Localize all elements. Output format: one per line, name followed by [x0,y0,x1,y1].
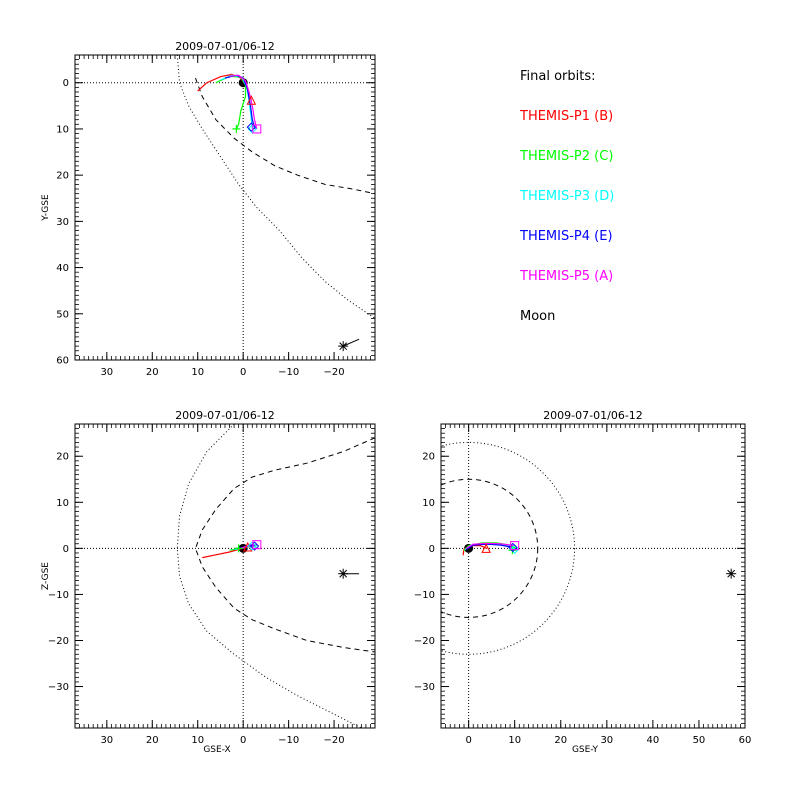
endpoint-diamond-p3 [509,544,520,554]
y-tick-label: 30 [56,217,69,228]
y-tick-label: −30 [48,682,69,693]
bow-shock-curve [176,424,362,728]
endpoint-diamond-p4 [249,541,260,551]
x-tick-label: 30 [100,735,113,746]
endpoint-triangle-p1 [481,543,491,553]
xz-plane-panel: 30 20 10 0 −10 −20 20 10 0 −10 −20 −30 2009-07-01/06… [41,409,376,755]
x-tick-label: 60 [739,735,752,746]
legend: Final orbits: THEMIS-P1 (B) THEMIS-P2 (C… [519,69,614,324]
y-tick-label: 10 [56,124,69,135]
y-tick-label: −30 [414,682,435,693]
magnetopause-circle [441,478,539,618]
moon-asterisk-stroke [339,342,348,351]
x-tick-label: 30 [600,735,613,746]
yz-plane-panel: 0 10 20 30 40 50 60 20 10 0 −10 −20 −30 2009-07-01/06… [414,409,752,755]
magnetopause-curve [195,77,375,195]
endpoint-diamond-p3 [247,541,257,551]
y-tick-label: 10 [422,498,435,509]
y-tick-label: −20 [48,636,69,647]
y-tick-label: 0 [429,544,435,555]
x-tick-label: 50 [693,735,706,746]
orbit-line-p4 [465,543,514,550]
endpoint-square-p5 [252,124,262,134]
x-tick-label: −20 [324,367,345,378]
legend-title: Final orbits: [520,69,596,84]
legend-entry-p1: THEMIS-P1 (B) [519,109,613,124]
bow-shock-curve [176,55,375,319]
endpoint-diamond-p4 [508,542,518,553]
panel-title: 2009-07-01/06-12 [543,409,643,422]
x-tick-label: 10 [191,735,204,746]
plot-area [441,424,745,728]
panel-title: 2009-07-01/06-12 [175,40,275,53]
legend-entry-p3: THEMIS-P3 (D) [519,189,614,204]
x-tick-label: 20 [146,735,159,746]
plot-area [75,55,375,360]
y-tick-label: −10 [414,590,435,601]
y-tick-label: 20 [422,452,435,463]
plot-area [75,424,375,728]
panel-title: 2009-07-01/06-12 [175,409,275,422]
xy-plane-panel: 30 20 10 0 −10 −20 0 10 20 30 40 50 60 2009-07-01/06-… [41,40,376,378]
legend-entry-p4: THEMIS-P4 (E) [519,229,613,244]
x-tick-label: 0 [240,367,246,378]
moon-asterisk-stroke [339,569,348,578]
orbit-line-p5 [229,74,258,130]
x-tick-label: 10 [191,367,204,378]
endpoint-square-p5 [252,540,262,550]
x-axis-label: GSE-X [203,745,230,755]
orbit-line-p5 [465,542,515,549]
moon-asterisk-stroke [727,569,736,578]
endpoint-square-p5 [510,541,520,551]
y-axis-label: Y-GSE [41,194,51,222]
magnetopause-curve [194,437,375,653]
x-tick-label: 0 [240,735,246,746]
x-tick-label: −20 [324,735,345,746]
x-tick-label: 10 [508,735,521,746]
legend-entry-p2: THEMIS-P2 (C) [519,149,613,164]
y-tick-label: 0 [63,78,69,89]
y-tick-label: 50 [56,309,69,320]
bow-shock-circle [441,441,576,655]
y-tick-label: 0 [63,544,69,555]
y-tick-label: −20 [414,636,435,647]
y-tick-label: 40 [56,263,69,274]
moon-trail [342,338,360,347]
x-tick-label: 0 [465,735,471,746]
x-tick-label: −10 [278,367,299,378]
x-tick-label: 40 [647,735,660,746]
endpoint-diamond-p4 [246,122,257,132]
x-tick-label: 20 [146,367,159,378]
orbit-line-p2 [463,542,516,552]
y-axis-label: Z-GSE [41,562,51,590]
x-tick-label: 30 [100,367,113,378]
y-tick-label: 60 [56,356,69,367]
y-tick-label: 20 [56,452,69,463]
endpoint-triangle-p1 [246,95,257,105]
legend-entry-p5: THEMIS-P5 (A) [519,269,613,284]
y-tick-label: 20 [56,171,69,182]
x-tick-label: 20 [554,735,567,746]
x-axis-label: GSE-Y [572,745,599,755]
x-tick-label: −10 [278,735,299,746]
y-tick-label: 10 [56,498,69,509]
y-tick-label: −10 [48,590,69,601]
legend-entry-moon: Moon [520,309,555,324]
